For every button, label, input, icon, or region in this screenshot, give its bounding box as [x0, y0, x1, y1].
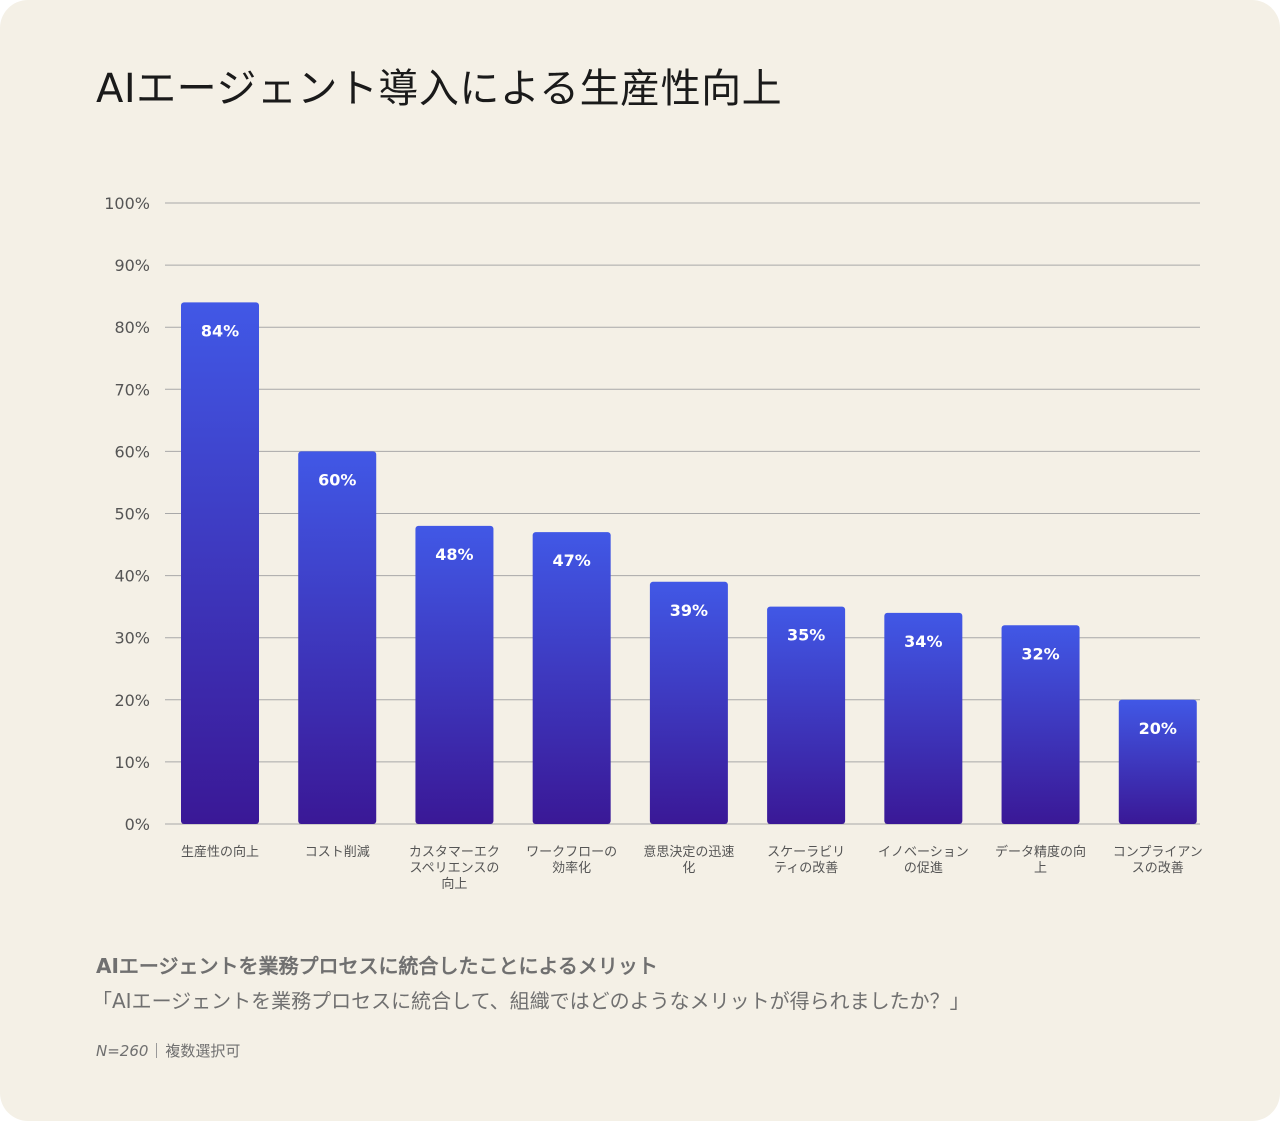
bars [181, 302, 1197, 824]
y-tick-label: 0% [125, 815, 150, 834]
caption-question: 「AIエージェントを業務プロセスに統合して、組織ではどのようなメリットが得られま… [92, 989, 970, 1013]
y-tick-label: 70% [114, 380, 150, 399]
bar-value-label: 60% [318, 470, 356, 489]
x-category-label: 意思決定の迅速 [643, 844, 734, 860]
bar [649, 581, 728, 824]
x-category-label: スペリエンスの [410, 861, 500, 876]
bar [415, 525, 494, 824]
x-category-label: スの改善 [1132, 860, 1184, 876]
y-tick-label: 40% [114, 567, 150, 586]
bar-value-label: 35% [787, 626, 825, 645]
x-category-label: コンプライアン [1113, 845, 1203, 860]
y-tick-label: 100% [104, 194, 150, 213]
y-tick-label: 60% [114, 442, 150, 461]
bar [298, 451, 377, 824]
x-category-label: コスト削減 [305, 844, 370, 860]
x-category-label: イノベーション [878, 845, 969, 860]
footnote-note: 複数選択可 [165, 1042, 241, 1060]
x-category-label: カスタマーエク [409, 845, 500, 860]
bar-value-label: 47% [553, 551, 591, 570]
y-tick-label: 80% [114, 318, 150, 337]
x-category-label: データ精度の向 [995, 844, 1086, 860]
sample-size: N=260 [96, 1042, 149, 1060]
x-category-label: 化 [682, 861, 695, 876]
x-category-label: 向上 [441, 876, 467, 892]
x-category-label: 上 [1034, 861, 1047, 876]
x-category-label: 生産性の向上 [181, 844, 259, 860]
bar [181, 302, 259, 824]
y-tick-label: 30% [114, 629, 150, 648]
footnote-divider [156, 1043, 158, 1058]
caption-title: AIエージェントを業務プロセスに統合したことによるメリット [96, 954, 658, 978]
bar [767, 606, 846, 824]
bar-value-label: 48% [435, 545, 473, 564]
bar-value-label: 84% [201, 321, 239, 340]
bar [532, 532, 611, 824]
footnote: N=260 複数選択可 [96, 1040, 240, 1061]
y-tick-label: 10% [114, 753, 150, 772]
bar-value-label: 34% [904, 632, 942, 651]
y-tick-label: 50% [114, 505, 150, 524]
y-tick-label: 90% [114, 256, 150, 275]
bar [884, 612, 963, 824]
y-tick-label: 20% [114, 691, 150, 710]
chart-title: AIエージェント導入による生産性向上 [96, 66, 783, 112]
x-category-label: の促進 [904, 861, 943, 876]
bar-value-label: 39% [670, 601, 708, 620]
x-category-label: ティの改善 [774, 860, 838, 876]
x-category-label: 効率化 [552, 860, 591, 876]
x-category-label: ワークフローの [526, 845, 617, 860]
bar [1118, 699, 1197, 824]
labels: 0% 10% 20% 30% 40% 50% 60% 70% 80% 90% 100% 84% 生産性の… [104, 194, 1203, 892]
bar [1001, 625, 1080, 824]
bar-value-label: 32% [1021, 644, 1059, 663]
x-category-label: スケーラビリ [767, 845, 845, 860]
bar-value-label: 20% [1139, 719, 1177, 738]
